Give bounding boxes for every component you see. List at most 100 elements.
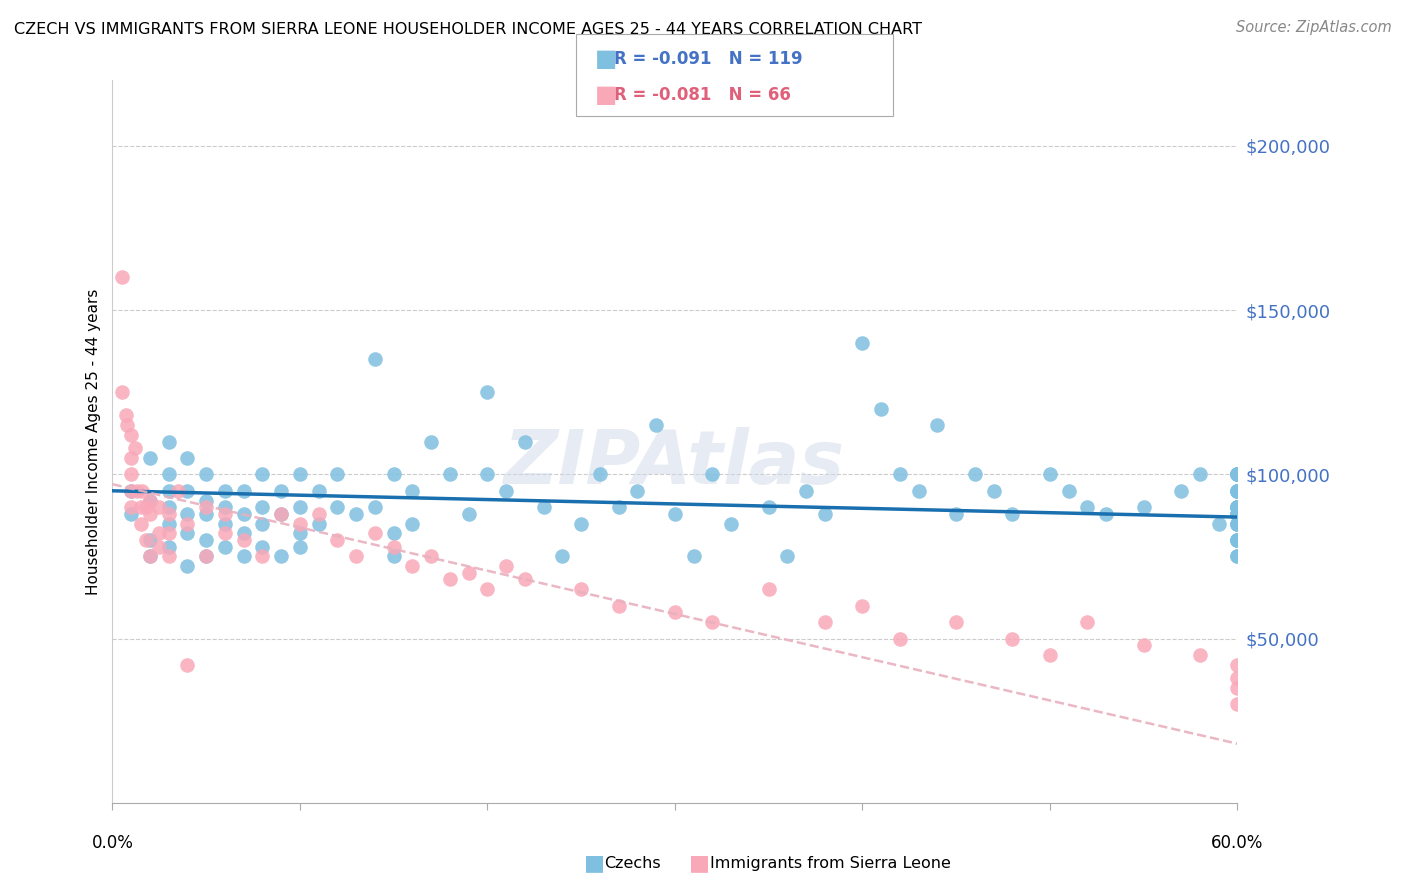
Text: ■: ■ (689, 854, 710, 873)
Point (1226, 467, 1249, 482)
Point (983, 483, 1005, 498)
Point (1226, 533, 1249, 547)
Point (232, 549, 254, 564)
Point (664, 605, 686, 619)
Point (1226, 507, 1249, 521)
Point (495, 483, 517, 498)
Point (626, 483, 648, 498)
Point (420, 549, 443, 564)
Point (195, 467, 218, 482)
Point (139, 493, 162, 508)
Text: Czechs: Czechs (605, 856, 661, 871)
Point (401, 516, 423, 531)
Point (288, 540, 311, 554)
Point (157, 507, 180, 521)
Point (157, 516, 180, 531)
Point (1226, 500, 1249, 515)
Point (569, 582, 592, 597)
Point (214, 483, 236, 498)
Point (135, 533, 157, 547)
Point (120, 500, 142, 515)
Point (439, 573, 461, 587)
Point (1095, 507, 1118, 521)
Point (814, 507, 837, 521)
Point (457, 507, 479, 521)
Point (927, 418, 949, 433)
Point (232, 526, 254, 541)
Text: CZECH VS IMMIGRANTS FROM SIERRA LEONE HOUSEHOLDER INCOME AGES 25 - 44 YEARS CORR: CZECH VS IMMIGRANTS FROM SIERRA LEONE HO… (14, 22, 922, 37)
Point (120, 483, 142, 498)
Point (252, 549, 274, 564)
Text: R = -0.081   N = 66: R = -0.081 N = 66 (614, 87, 792, 104)
Point (1226, 533, 1249, 547)
Point (477, 385, 499, 400)
Point (1226, 467, 1249, 482)
Point (157, 500, 180, 515)
Point (758, 500, 780, 515)
Point (569, 516, 592, 531)
Point (945, 507, 967, 521)
Point (533, 500, 555, 515)
Point (326, 500, 349, 515)
Point (645, 418, 668, 433)
Text: ■: ■ (583, 854, 605, 873)
Point (288, 526, 311, 541)
Point (308, 507, 330, 521)
Text: 60.0%: 60.0% (1211, 834, 1264, 852)
Point (148, 540, 170, 554)
Point (120, 467, 142, 482)
Point (214, 500, 236, 515)
Point (195, 493, 218, 508)
Point (135, 500, 157, 515)
Point (131, 483, 153, 498)
Point (114, 409, 136, 423)
Point (139, 533, 162, 547)
Point (1226, 549, 1249, 564)
Point (139, 549, 162, 564)
Point (344, 549, 367, 564)
Point (589, 467, 612, 482)
Text: 0.0%: 0.0% (91, 834, 134, 852)
Point (382, 467, 405, 482)
Point (195, 500, 218, 515)
Point (270, 483, 292, 498)
Point (176, 483, 198, 498)
Point (252, 516, 274, 531)
Point (495, 559, 517, 574)
Point (1226, 516, 1249, 531)
Point (1226, 500, 1249, 515)
Point (157, 526, 180, 541)
Point (157, 549, 180, 564)
Point (382, 526, 405, 541)
Point (1039, 467, 1062, 482)
Point (1226, 507, 1249, 521)
Point (252, 467, 274, 482)
Point (814, 615, 837, 630)
Point (157, 483, 180, 498)
Point (382, 540, 405, 554)
Point (1057, 483, 1080, 498)
Point (288, 467, 311, 482)
Point (344, 507, 367, 521)
Point (1226, 483, 1249, 498)
Point (232, 507, 254, 521)
Point (1132, 500, 1154, 515)
Point (1076, 500, 1098, 515)
Point (1226, 500, 1249, 515)
Point (551, 549, 574, 564)
Point (420, 434, 443, 449)
Point (702, 467, 724, 482)
Point (326, 467, 349, 482)
Point (270, 507, 292, 521)
Point (176, 450, 198, 465)
Point (1226, 483, 1249, 498)
Point (364, 352, 387, 367)
Point (607, 500, 630, 515)
Point (195, 549, 218, 564)
Point (120, 428, 142, 442)
Point (364, 526, 387, 541)
Point (776, 549, 799, 564)
Point (167, 483, 190, 498)
Point (1226, 483, 1249, 498)
Point (1226, 516, 1249, 531)
